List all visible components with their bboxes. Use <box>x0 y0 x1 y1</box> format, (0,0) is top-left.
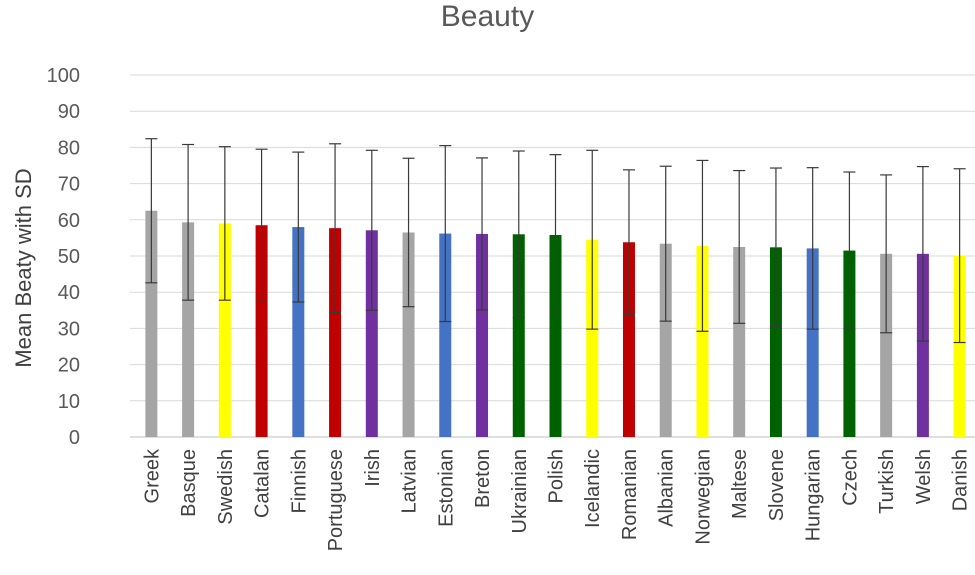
x-tick-label: Czech <box>839 449 861 506</box>
bar <box>586 239 599 437</box>
bar <box>659 243 672 437</box>
bar <box>329 228 342 437</box>
y-tick-label: 70 <box>58 174 80 196</box>
y-tick-label: 20 <box>58 355 80 377</box>
x-tick-label: Hungarian <box>803 449 825 541</box>
bar <box>145 210 158 437</box>
x-tick-label: Norwegian <box>692 449 714 545</box>
bar <box>696 245 709 437</box>
bar <box>622 242 635 437</box>
x-tick-label: Romanian <box>619 449 641 540</box>
bar <box>806 248 819 437</box>
x-tick-label: Catalan <box>252 449 274 518</box>
x-tick-label: Albanian <box>656 449 678 527</box>
bar <box>953 255 966 437</box>
x-tick-label: Maltese <box>729 449 751 519</box>
bar <box>182 222 195 437</box>
y-tick-label: 60 <box>58 210 80 232</box>
bar <box>733 246 746 437</box>
y-tick-label: 80 <box>58 137 80 159</box>
bar <box>292 227 305 437</box>
x-tick-label: Ukrainian <box>509 449 531 533</box>
x-tick-label: Greek <box>141 448 163 503</box>
x-tick-label: Irish <box>362 449 384 487</box>
bar <box>916 253 929 437</box>
y-tick-label: 30 <box>58 318 80 340</box>
y-tick-label: 40 <box>58 282 80 304</box>
x-tick-label: Polish <box>546 449 568 503</box>
x-tick-label: Slovene <box>766 449 788 521</box>
bar <box>255 225 268 437</box>
x-tick-label: Danish <box>950 449 972 511</box>
bar <box>365 230 378 437</box>
bar <box>549 235 562 437</box>
y-tick-label: 90 <box>58 101 80 123</box>
x-tick-label: Turkish <box>876 449 898 514</box>
y-tick-label: 10 <box>58 391 80 413</box>
x-tick-label: Finnish <box>288 449 310 513</box>
bar <box>512 234 525 437</box>
y-tick-label: 0 <box>69 427 80 449</box>
x-tick-label: Welsh <box>913 449 935 504</box>
x-tick-label: Latvian <box>399 449 421 514</box>
bar <box>439 233 452 437</box>
bar <box>880 253 893 437</box>
x-tick-label: Basque <box>178 449 200 517</box>
x-tick-label: Swedish <box>215 449 237 525</box>
x-tick-label: Estonian <box>435 449 457 527</box>
bar <box>218 223 231 437</box>
x-tick-label: Breton <box>472 449 494 508</box>
chart-title: Beauty <box>440 0 535 33</box>
bar <box>769 247 782 437</box>
bar <box>402 232 415 437</box>
y-tick-label: 100 <box>47 65 80 87</box>
x-tick-label: Portuguese <box>325 449 347 551</box>
bar <box>476 233 489 437</box>
y-tick-label: 50 <box>58 246 80 268</box>
bar <box>843 250 856 437</box>
x-tick-label: Icelandic <box>582 449 604 528</box>
